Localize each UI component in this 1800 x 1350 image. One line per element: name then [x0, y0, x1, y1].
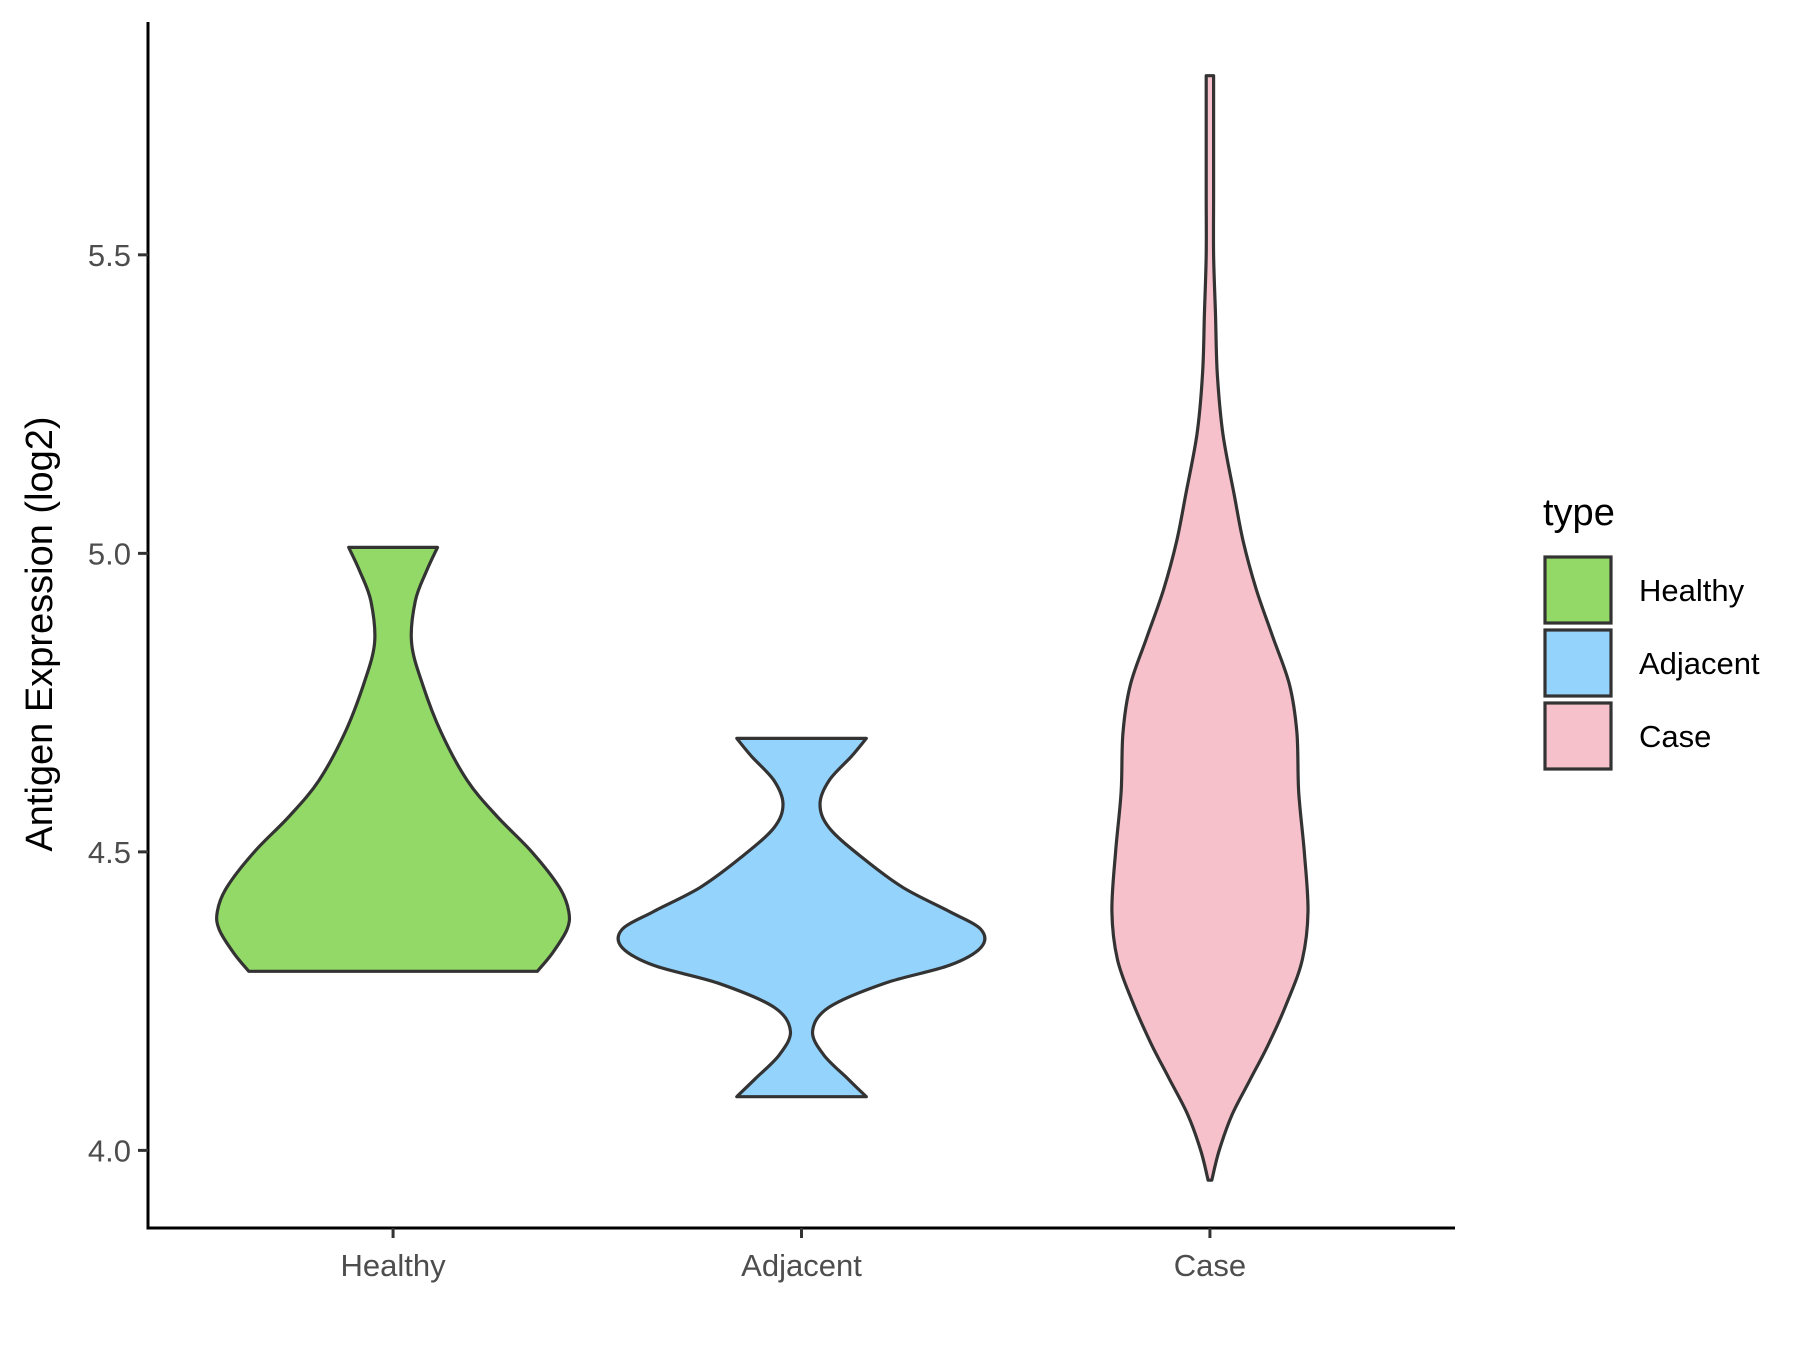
x-tick-label: Adjacent: [741, 1248, 862, 1283]
violin-case: [1110, 74, 1310, 1182]
legend-label-healthy: Healthy: [1639, 573, 1745, 608]
x-tick-label: Case: [1174, 1248, 1246, 1283]
violins-layer: [215, 74, 1310, 1182]
y-axis-title: Antigen Expression (log2): [19, 416, 61, 851]
legend-label-adjacent: Adjacent: [1639, 646, 1760, 681]
violin-healthy: [215, 545, 572, 973]
y-tick-label: 4.5: [88, 835, 131, 870]
x-tick-label: Healthy: [341, 1248, 447, 1283]
axes-layer: 4.0 4.5 5.0 5.5 Healthy Adjacent Case: [88, 22, 1455, 1283]
legend-swatch-healthy: [1543, 555, 1613, 625]
y-tick-label: 5.0: [88, 536, 131, 571]
y-tick-label: 4.0: [88, 1133, 131, 1168]
legend: type Healthy Adjacent Case: [1543, 492, 1760, 771]
legend-label-case: Case: [1639, 719, 1711, 754]
violin-adjacent: [616, 736, 987, 1099]
legend-swatch-adjacent: [1543, 628, 1613, 698]
y-tick-label: 5.5: [88, 238, 131, 273]
legend-swatch-case: [1543, 701, 1613, 771]
legend-title: type: [1543, 492, 1615, 534]
